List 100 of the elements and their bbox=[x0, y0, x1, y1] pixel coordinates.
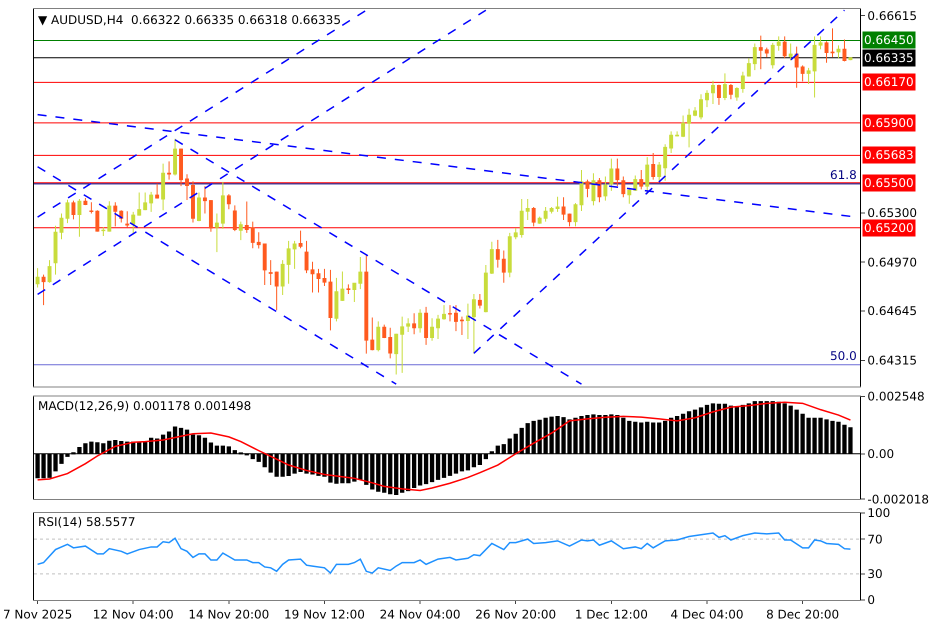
candlestick bbox=[639, 170, 644, 190]
candlestick bbox=[716, 84, 721, 106]
candlestick bbox=[520, 198, 524, 238]
candlestick bbox=[764, 47, 769, 58]
candlestick bbox=[460, 316, 464, 336]
candlestick bbox=[42, 274, 46, 306]
candlestick bbox=[585, 179, 590, 198]
candlestick bbox=[382, 324, 386, 339]
candlestick bbox=[191, 180, 195, 223]
candlestick bbox=[436, 314, 440, 340]
candlestick bbox=[71, 200, 76, 220]
x-tick-label: 1 Dec 12:00 bbox=[574, 607, 648, 622]
candlestick bbox=[478, 293, 482, 309]
candlestick bbox=[830, 28, 834, 58]
candlestick bbox=[705, 90, 709, 108]
candlestick bbox=[663, 144, 668, 182]
candlestick bbox=[388, 327, 392, 359]
candlestick bbox=[687, 108, 692, 148]
candlestick bbox=[340, 270, 344, 302]
candlestick bbox=[490, 241, 494, 275]
candlestick bbox=[776, 36, 781, 52]
candlestick bbox=[376, 320, 380, 352]
chart-title: ▼ AUDUSD,H4 0.66322 0.66335 0.66318 0.66335 bbox=[38, 13, 341, 27]
candlestick bbox=[454, 304, 458, 332]
x-tick-label: 19 Nov 12:00 bbox=[284, 607, 365, 622]
ref-line-label: 0.65200 bbox=[864, 221, 914, 235]
candlestick bbox=[54, 225, 58, 276]
candlestick bbox=[370, 316, 374, 351]
candlestick bbox=[728, 84, 733, 100]
y-tick-label: 100 bbox=[867, 506, 890, 520]
candlestick bbox=[334, 277, 338, 322]
candlestick bbox=[532, 206, 536, 227]
candlestick bbox=[107, 200, 112, 232]
candlestick bbox=[818, 36, 823, 50]
candlestick bbox=[358, 256, 362, 290]
candlestick bbox=[60, 212, 64, 240]
candlestick bbox=[316, 268, 320, 293]
ref-line-label: 0.66450 bbox=[864, 33, 914, 47]
candlestick bbox=[752, 42, 757, 71]
candlestick bbox=[544, 206, 548, 222]
candlestick bbox=[161, 163, 166, 211]
ref-line-label: 0.65683 bbox=[864, 148, 914, 162]
candlestick bbox=[274, 270, 279, 311]
candlestick bbox=[448, 304, 452, 322]
y-tick-label: 0 bbox=[867, 593, 876, 608]
candlestick bbox=[699, 94, 703, 120]
candlestick bbox=[621, 176, 626, 198]
candlestick bbox=[286, 240, 291, 284]
candlestick bbox=[538, 216, 542, 224]
y-tick-label: 0.66615 bbox=[867, 8, 918, 23]
candlestick bbox=[48, 260, 52, 284]
candlestick bbox=[430, 318, 434, 342]
candlestick bbox=[615, 158, 620, 187]
candlestick bbox=[352, 282, 356, 303]
y-tick-label: -0.002018 bbox=[867, 492, 929, 506]
candlestick bbox=[657, 161, 662, 182]
candlestick bbox=[496, 239, 500, 268]
x-tick-label: 26 Nov 20:00 bbox=[475, 607, 556, 622]
candlestick bbox=[681, 115, 686, 138]
candlestick bbox=[806, 67, 811, 85]
candlestick bbox=[758, 35, 763, 70]
candlestick bbox=[36, 268, 40, 288]
candlestick bbox=[669, 130, 674, 154]
candlestick bbox=[651, 152, 656, 180]
candlestick bbox=[562, 196, 566, 220]
line-series bbox=[36, 401, 852, 492]
candlestick bbox=[466, 303, 470, 340]
candlestick bbox=[597, 177, 602, 203]
candlestick bbox=[202, 186, 207, 214]
candlestick bbox=[848, 57, 852, 61]
candlestick bbox=[280, 260, 285, 296]
candlestick bbox=[514, 228, 518, 240]
candlestick bbox=[346, 284, 350, 294]
ref-line-label: 0.66335 bbox=[864, 51, 914, 65]
candlestick bbox=[298, 230, 303, 249]
candlestick bbox=[800, 64, 805, 82]
candlestick bbox=[722, 72, 727, 101]
candlestick bbox=[214, 212, 219, 253]
candlestick bbox=[609, 158, 614, 192]
chart-title: RSI(14) 58.5577 bbox=[38, 515, 136, 529]
y-tick-label: 0.64970 bbox=[867, 255, 918, 270]
candlestick bbox=[364, 254, 368, 354]
y-tick-label: 70 bbox=[867, 532, 883, 546]
annotation: 61.8 bbox=[830, 168, 857, 182]
candlestick bbox=[262, 242, 267, 286]
ref-line-label: 0.65500 bbox=[864, 176, 914, 190]
candlestick bbox=[250, 221, 255, 249]
candlestick bbox=[173, 138, 178, 176]
candlestick bbox=[812, 36, 817, 98]
candlestick bbox=[208, 200, 213, 232]
candlestick bbox=[794, 46, 799, 88]
candlestick bbox=[179, 148, 183, 187]
y-tick-label: 0.002548 bbox=[867, 390, 925, 404]
y-tick-label: 0.64315 bbox=[867, 354, 918, 368]
candlestick bbox=[244, 201, 249, 234]
candlestick bbox=[603, 176, 608, 202]
candlestick bbox=[550, 206, 554, 214]
candlestick bbox=[740, 71, 745, 94]
candlestick bbox=[675, 130, 680, 137]
line-series bbox=[36, 532, 852, 574]
